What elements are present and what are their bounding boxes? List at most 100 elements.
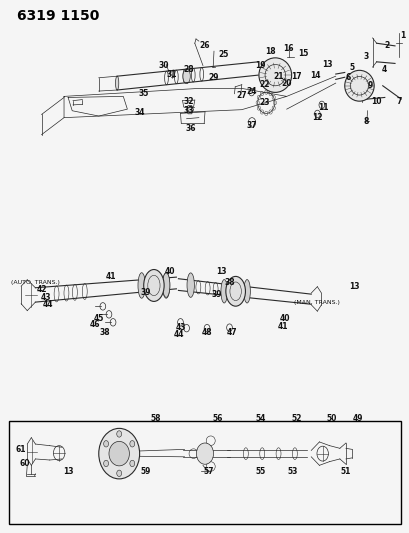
- Text: 25: 25: [218, 51, 228, 59]
- Circle shape: [148, 277, 150, 280]
- Text: 12: 12: [311, 113, 322, 122]
- Text: 39: 39: [211, 290, 222, 299]
- Text: 38: 38: [99, 328, 110, 337]
- Circle shape: [160, 288, 162, 291]
- Circle shape: [241, 293, 243, 296]
- Text: 61: 61: [16, 446, 26, 455]
- Text: 32: 32: [183, 97, 193, 106]
- Text: 52: 52: [291, 414, 301, 423]
- Text: 40: 40: [279, 314, 289, 323]
- Text: 18: 18: [265, 47, 275, 55]
- Text: 39: 39: [140, 287, 151, 296]
- Text: 22: 22: [258, 79, 269, 88]
- Circle shape: [157, 291, 159, 294]
- Text: 24: 24: [246, 86, 256, 95]
- Text: 10: 10: [371, 97, 381, 106]
- Circle shape: [103, 461, 108, 467]
- Text: 35: 35: [138, 89, 148, 98]
- Text: 15: 15: [297, 50, 308, 58]
- Text: 42: 42: [36, 285, 47, 294]
- Bar: [9, 421, 400, 524]
- Text: 11: 11: [317, 102, 328, 111]
- Circle shape: [130, 441, 135, 447]
- Circle shape: [238, 283, 240, 286]
- Text: 13: 13: [63, 467, 73, 475]
- Text: 23: 23: [258, 98, 269, 107]
- Text: 36: 36: [185, 124, 196, 133]
- Text: 17: 17: [291, 72, 301, 81]
- Ellipse shape: [182, 69, 190, 84]
- Ellipse shape: [243, 280, 250, 303]
- Text: 33: 33: [183, 106, 193, 115]
- Circle shape: [157, 277, 159, 280]
- Text: 60: 60: [20, 459, 30, 467]
- Text: 13: 13: [348, 281, 359, 290]
- Ellipse shape: [138, 273, 145, 298]
- Text: 41: 41: [277, 321, 287, 330]
- Text: 43: 43: [175, 323, 185, 332]
- Text: 27: 27: [236, 91, 247, 100]
- Circle shape: [160, 280, 162, 283]
- Text: 47: 47: [226, 328, 236, 337]
- Ellipse shape: [115, 76, 119, 90]
- Text: 49: 49: [352, 414, 363, 423]
- Ellipse shape: [162, 273, 169, 297]
- Ellipse shape: [109, 441, 129, 466]
- Text: 5: 5: [349, 63, 354, 71]
- Ellipse shape: [144, 270, 164, 301]
- Circle shape: [226, 290, 228, 293]
- Circle shape: [152, 276, 155, 279]
- Text: 40: 40: [164, 268, 175, 276]
- Text: 46: 46: [89, 320, 100, 329]
- Text: 31: 31: [166, 70, 176, 78]
- Text: 48: 48: [201, 328, 212, 337]
- Text: 2: 2: [383, 42, 389, 51]
- Circle shape: [117, 431, 121, 437]
- Text: 34: 34: [134, 108, 144, 117]
- Ellipse shape: [225, 277, 245, 306]
- Circle shape: [144, 284, 146, 287]
- Circle shape: [117, 470, 121, 477]
- Text: 29: 29: [207, 73, 218, 82]
- Circle shape: [227, 293, 229, 296]
- Text: 13: 13: [321, 60, 332, 69]
- Text: 50: 50: [326, 414, 336, 423]
- Circle shape: [161, 284, 164, 287]
- Text: 58: 58: [151, 414, 161, 423]
- Circle shape: [234, 297, 236, 300]
- Text: 6: 6: [344, 73, 350, 82]
- Text: 3: 3: [363, 52, 368, 61]
- Circle shape: [238, 296, 240, 300]
- Text: 56: 56: [211, 414, 222, 423]
- Text: 38: 38: [224, 278, 234, 287]
- Text: 30: 30: [159, 61, 169, 70]
- Text: (MAN. TRANS.): (MAN. TRANS.): [294, 300, 339, 305]
- Circle shape: [230, 283, 232, 286]
- Text: 53: 53: [287, 467, 297, 475]
- Text: 13: 13: [216, 268, 226, 276]
- Circle shape: [148, 291, 150, 294]
- Text: 59: 59: [140, 467, 151, 475]
- Text: 14: 14: [309, 70, 320, 79]
- Circle shape: [227, 286, 229, 289]
- Circle shape: [242, 290, 245, 293]
- Ellipse shape: [220, 280, 227, 303]
- Text: 6319 1150: 6319 1150: [17, 9, 99, 23]
- Text: 43: 43: [40, 293, 51, 302]
- Text: 1: 1: [400, 31, 405, 40]
- Text: 41: 41: [106, 272, 116, 280]
- Circle shape: [230, 296, 232, 300]
- Text: 7: 7: [396, 97, 401, 106]
- Circle shape: [234, 282, 236, 286]
- Text: 16: 16: [283, 44, 293, 53]
- Text: 20: 20: [281, 78, 291, 87]
- Text: 19: 19: [254, 61, 265, 70]
- Text: 21: 21: [273, 71, 283, 80]
- Text: 55: 55: [254, 467, 265, 475]
- Ellipse shape: [258, 58, 291, 92]
- Circle shape: [152, 292, 155, 295]
- Ellipse shape: [187, 273, 194, 297]
- Text: 9: 9: [367, 81, 372, 90]
- Text: 26: 26: [199, 42, 210, 51]
- Circle shape: [144, 280, 147, 283]
